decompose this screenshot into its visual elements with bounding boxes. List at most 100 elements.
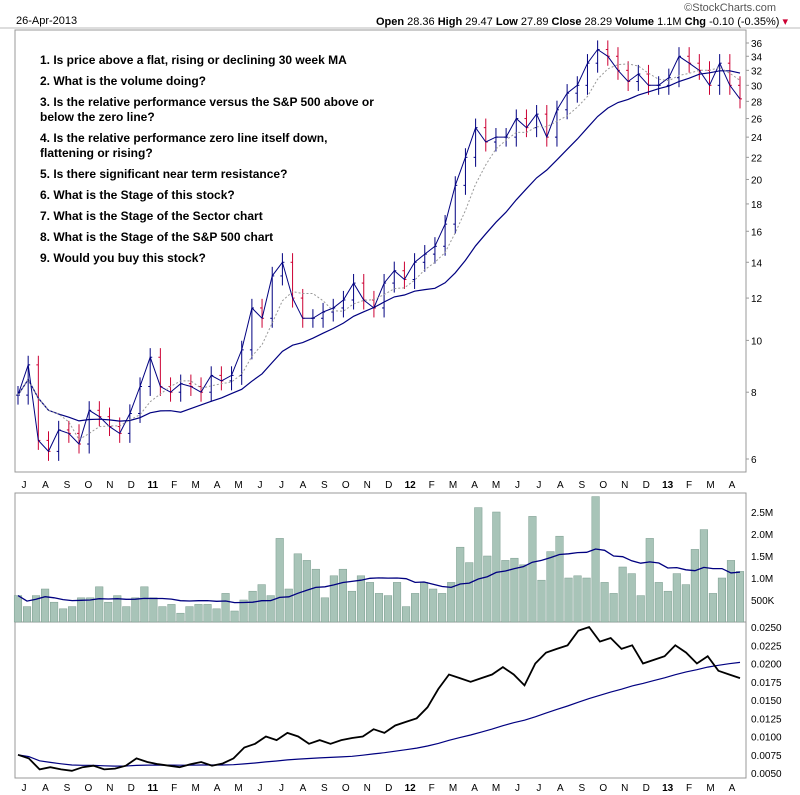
volume-bar [167, 604, 176, 623]
x-tick-label: A [471, 783, 478, 794]
high-label: High [437, 16, 463, 28]
x-tick-label: A [42, 480, 49, 491]
volume-bar [113, 595, 122, 623]
volume-bar [338, 568, 347, 623]
volume-bar [402, 606, 411, 623]
volume-bar [654, 582, 663, 623]
volume-bar [32, 595, 41, 623]
x-tick-label: A [300, 783, 307, 794]
y-tick-label: 34 [751, 52, 763, 63]
volume-bar [122, 606, 131, 623]
high-value: 29.47 [465, 16, 493, 28]
y-tick-label: 30 [751, 81, 763, 92]
volume-value: 1.1M [657, 16, 682, 28]
y-tick-label: 0.0125 [751, 714, 782, 725]
y-tick-label: 0.0175 [751, 678, 782, 689]
volume-bar [185, 606, 194, 623]
volume-bar [492, 511, 501, 623]
x-tick-label: S [64, 480, 71, 491]
question: 4. Is the relative performance zero line… [40, 131, 328, 160]
question: 9. Would you buy this stock? [40, 251, 206, 265]
volume-bar [636, 595, 645, 623]
x-tick-label: O [84, 783, 92, 794]
y-tick-label: 0.0075 [751, 751, 782, 762]
x-tick-label: A [214, 783, 221, 794]
x-tick-label: N [364, 783, 371, 794]
volume-bar [149, 597, 158, 623]
x-tick-label: 11 [147, 480, 158, 491]
y-tick-label: 500K [751, 596, 775, 607]
x-tick-label: S [64, 783, 71, 794]
volume-bar [140, 586, 149, 623]
volume-bar [537, 579, 546, 623]
x-tick-label: S [321, 480, 328, 491]
x-tick-label: D [385, 480, 392, 491]
y-tick-label: 22 [751, 153, 763, 164]
volume-bar [203, 604, 212, 623]
volume-label: Volume [615, 16, 655, 28]
volume-bar [347, 590, 356, 623]
x-tick-label: D [643, 480, 650, 491]
volume-bar [356, 575, 365, 623]
x-tick-label: M [191, 480, 199, 491]
x-tick-label: J [22, 480, 27, 491]
ma-30-week-line [17, 70, 741, 422]
x-tick-label: F [171, 480, 177, 491]
open-label: Open [375, 16, 405, 28]
x-tick-label: F [171, 783, 177, 794]
y-tick-label: 0.0100 [751, 733, 782, 744]
x-tick-label: O [599, 480, 607, 491]
y-tick-label: 24 [751, 133, 763, 144]
x-tick-label: S [321, 783, 328, 794]
x-tick-label: 12 [405, 783, 417, 794]
x-tick-label: A [557, 783, 564, 794]
low-label: Low [495, 16, 518, 28]
y-tick-label: 16 [751, 227, 763, 238]
x-tick-label: M [492, 480, 500, 491]
volume-bar [383, 595, 393, 623]
y-tick-label: 0.0200 [751, 660, 782, 671]
question: 2. What is the volume doing? [40, 74, 207, 88]
volume-bar [501, 560, 510, 623]
volume-bar [86, 597, 95, 623]
volume-bar [699, 529, 708, 623]
x-tick-label: M [234, 480, 242, 491]
x-tick-label: F [686, 480, 692, 491]
x-tick-label: A [42, 783, 49, 794]
x-tick-label: S [578, 783, 585, 794]
open-value: 28.36 [407, 16, 435, 28]
y-tick-label: 32 [751, 66, 763, 77]
x-tick-label: N [106, 480, 113, 491]
volume-bar [474, 507, 483, 623]
y-tick-label: 10 [751, 336, 763, 347]
chg-value: -0.10 (-0.35%) [709, 16, 780, 28]
volume-bar [429, 588, 438, 623]
volume-bar [257, 584, 266, 623]
volume-bar [618, 566, 627, 623]
volume-bar [528, 516, 537, 623]
volume-bar [483, 555, 492, 623]
y-tick-label: 1.5M [751, 552, 773, 563]
volume-bar [41, 588, 50, 623]
volume-bar [447, 582, 456, 623]
volume-bar [320, 597, 329, 623]
volume-bar [68, 606, 77, 623]
price-line [17, 48, 741, 453]
y-tick-label: 20 [751, 175, 763, 186]
volume-bar [104, 601, 113, 623]
y-tick-label: 26 [751, 115, 763, 126]
volume-bar [239, 599, 248, 623]
y-tick-label: 6 [751, 455, 757, 466]
x-tick-label: A [300, 480, 307, 491]
quote-summary: Open 28.36 High 29.47 Low 27.89 Close 28… [376, 15, 788, 28]
question-list: 1. Is price above a flat, rising or decl… [40, 53, 380, 272]
x-tick-label: D [128, 480, 135, 491]
x-tick-label: J [515, 480, 520, 491]
volume-bar [77, 597, 86, 623]
x-tick-label: A [471, 480, 478, 491]
relative-ma-line [17, 661, 741, 767]
low-value: 27.89 [520, 16, 549, 28]
volume-bar [546, 551, 555, 623]
